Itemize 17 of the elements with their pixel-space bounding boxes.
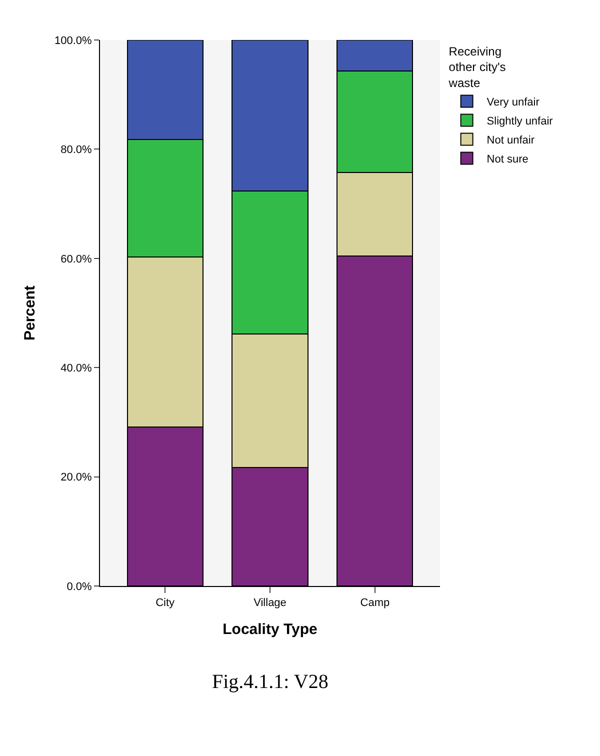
y-tick-label: 20.0%	[60, 472, 92, 484]
caption: Fig.4.1.1: V28	[212, 671, 328, 693]
legend-title: Receiving other city's waste	[448, 44, 506, 90]
y-axis-title: Percent	[22, 285, 39, 341]
y-tick-label: 0.0%	[66, 580, 92, 593]
legend-label: Not sure	[486, 154, 528, 166]
x-tick-label: City	[156, 597, 176, 610]
x-axis-title: Locality Type	[222, 621, 318, 638]
y-tick-label: 80.0%	[60, 144, 92, 156]
x-tick-label: Village	[254, 597, 286, 610]
y-tick-label: 40.0%	[60, 362, 92, 374]
legend-label: Slightly unfair	[486, 116, 554, 128]
y-tick-label: 100.0%	[54, 34, 92, 47]
legend-label: Very unfair	[486, 96, 540, 109]
y-tick-label: 60.0%	[60, 253, 92, 266]
legend-label: Not unfair	[486, 134, 535, 147]
x-tick-label: Camp	[360, 597, 390, 610]
